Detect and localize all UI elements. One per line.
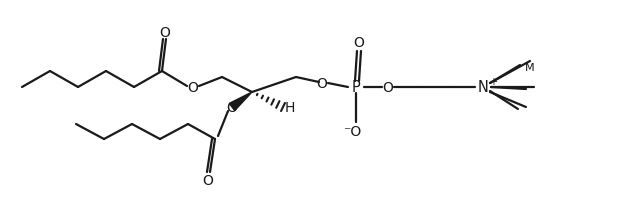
Text: N: N bbox=[477, 80, 488, 95]
Text: O: O bbox=[227, 101, 237, 115]
Text: ⁻O: ⁻O bbox=[343, 124, 361, 138]
Text: O: O bbox=[353, 36, 364, 50]
Polygon shape bbox=[229, 92, 252, 111]
Text: O: O bbox=[317, 77, 328, 91]
Text: +: + bbox=[489, 77, 497, 87]
Text: O: O bbox=[188, 81, 198, 95]
Text: H: H bbox=[285, 101, 295, 115]
Text: P: P bbox=[351, 80, 360, 95]
Text: O: O bbox=[203, 173, 213, 187]
Text: M: M bbox=[525, 63, 535, 73]
Text: O: O bbox=[159, 26, 170, 40]
Text: O: O bbox=[383, 81, 394, 95]
